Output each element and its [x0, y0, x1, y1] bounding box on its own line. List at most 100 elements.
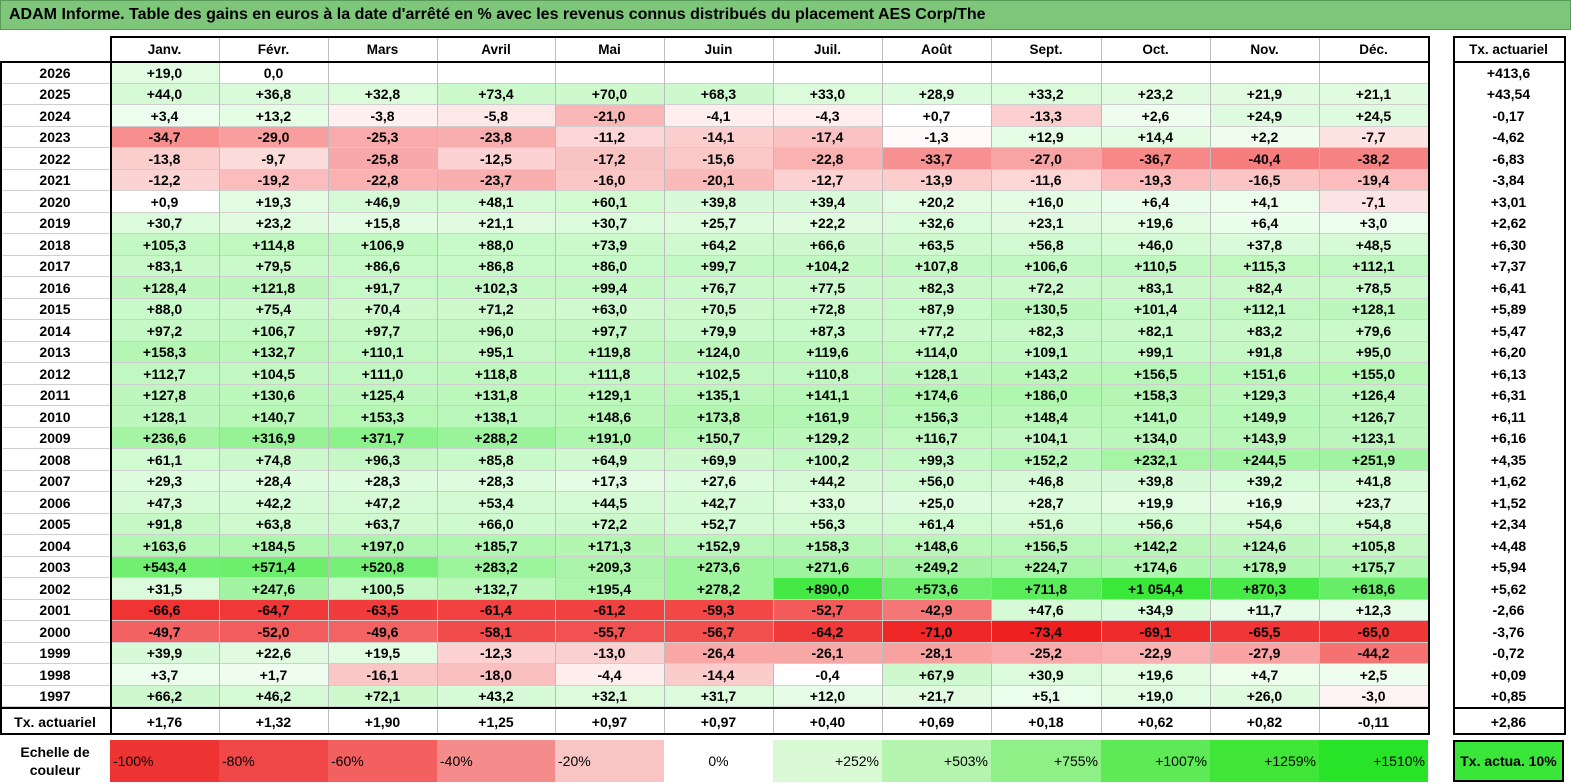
table-cell: +63,0 [555, 298, 664, 320]
table-cell: -33,7 [882, 148, 991, 170]
table-cell: +61,1 [110, 449, 219, 471]
table-cell: +128,1 [1319, 298, 1428, 320]
table-cell: +130,6 [219, 384, 328, 406]
col-divider [664, 36, 665, 734]
table-cell: +96,0 [437, 320, 555, 342]
table-cell: -4,4 [555, 664, 664, 686]
table-cell: +119,6 [773, 341, 882, 363]
table-cell: +26,0 [1210, 685, 1319, 707]
scale-tx-box: Tx. actua. 10% [1453, 740, 1564, 782]
table-cell: -29,0 [219, 126, 328, 148]
table-cell: +15,8 [328, 212, 437, 234]
table-cell: +155,0 [1319, 363, 1428, 385]
tx-cell: +1,52 [1490, 494, 1527, 511]
table-cell: +110,8 [773, 363, 882, 385]
table-cell: +73,9 [555, 234, 664, 256]
table-cell: -3,0 [1319, 685, 1428, 707]
table-cell: +41,8 [1319, 470, 1428, 492]
table-cell: +152,2 [991, 449, 1101, 471]
table-cell: +236,6 [110, 427, 219, 449]
table-cell: +129,2 [773, 427, 882, 449]
table-cell: -64,2 [773, 621, 882, 643]
table-cell: +106,6 [991, 255, 1101, 277]
table-cell: +102,3 [437, 277, 555, 299]
table-cell: -19,2 [219, 169, 328, 191]
table-cell: +86,6 [328, 255, 437, 277]
table-cell: +232,1 [1101, 449, 1210, 471]
footer-cell: +1,32 [255, 713, 292, 730]
table-cell: -14,1 [664, 126, 773, 148]
scale-swatch: +1259% [1210, 740, 1319, 782]
table-cell: +22,6 [219, 642, 328, 664]
table-cell: +3,4 [110, 105, 219, 127]
table-cell: +2,2 [1210, 126, 1319, 148]
table-cell: +224,7 [991, 556, 1101, 578]
footer-tx: +2,86 [1490, 713, 1527, 730]
table-cell: +47,6 [991, 599, 1101, 621]
year-label: 2006 [39, 494, 71, 511]
scale-swatch: +503% [882, 740, 991, 782]
table-cell [773, 62, 882, 84]
row-divider [0, 598, 1428, 600]
table-cell: +543,4 [110, 556, 219, 578]
table-cell: +43,2 [437, 685, 555, 707]
tx-cell: +1,62 [1490, 473, 1527, 490]
scale-swatch: 0% [664, 740, 773, 782]
table-cell: +184,5 [219, 535, 328, 557]
table-cell: +109,1 [991, 341, 1101, 363]
table-cell: +150,7 [664, 427, 773, 449]
table-cell: -52,7 [773, 599, 882, 621]
month-header: Mars [366, 41, 399, 57]
table-cell: +130,5 [991, 298, 1101, 320]
year-label: 2020 [39, 193, 71, 210]
table-cell: +66,2 [110, 685, 219, 707]
year-label: 2008 [39, 451, 71, 468]
table-cell: +2,5 [1319, 664, 1428, 686]
table-cell: -13,8 [110, 148, 219, 170]
table-cell: +19,0 [110, 62, 219, 84]
table-cell: +53,4 [437, 492, 555, 514]
year-label: 2007 [39, 473, 71, 490]
table-cell: +288,2 [437, 427, 555, 449]
table-cell: +67,9 [882, 664, 991, 686]
table-cell: -9,7 [219, 148, 328, 170]
table-cell: +4,7 [1210, 664, 1319, 686]
footer-cell: +1,76 [146, 713, 183, 730]
table-cell: +114,0 [882, 341, 991, 363]
table-cell: +135,1 [664, 384, 773, 406]
table-cell: -56,7 [664, 621, 773, 643]
table-cell: +186,0 [991, 384, 1101, 406]
table-cell: +0,9 [110, 191, 219, 213]
table-cell: +129,1 [555, 384, 664, 406]
table-cell: +25,7 [664, 212, 773, 234]
row-divider [0, 340, 1428, 342]
tx-cell: -6,83 [1492, 150, 1525, 167]
table-cell: +143,2 [991, 363, 1101, 385]
table-cell: +69,9 [664, 449, 773, 471]
table-cell: +64,9 [555, 449, 664, 471]
table-cell: -0,4 [773, 664, 882, 686]
table-cell: -69,1 [1101, 621, 1210, 643]
table-cell: +100,2 [773, 449, 882, 471]
table-cell: +173,8 [664, 406, 773, 428]
table-cell: +371,7 [328, 427, 437, 449]
table-cell: +47,2 [328, 492, 437, 514]
table-cell: +141,1 [773, 384, 882, 406]
year-label: 2001 [39, 602, 71, 619]
month-header: Janv. [147, 41, 182, 57]
table-cell: +54,6 [1210, 513, 1319, 535]
table-cell: +101,4 [1101, 298, 1210, 320]
table-cell: +2,6 [1101, 105, 1210, 127]
table-cell [555, 62, 664, 84]
table-cell: +104,2 [773, 255, 882, 277]
table-cell: +118,8 [437, 363, 555, 385]
table-cell: +12,0 [773, 685, 882, 707]
table-cell: +66,0 [437, 513, 555, 535]
scale-swatch: +1007% [1101, 740, 1210, 782]
month-header: Mai [598, 41, 621, 57]
table-cell: -55,7 [555, 621, 664, 643]
table-cell: +72,2 [555, 513, 664, 535]
table-cell: +72,2 [991, 277, 1101, 299]
table-cell: +56,0 [882, 470, 991, 492]
